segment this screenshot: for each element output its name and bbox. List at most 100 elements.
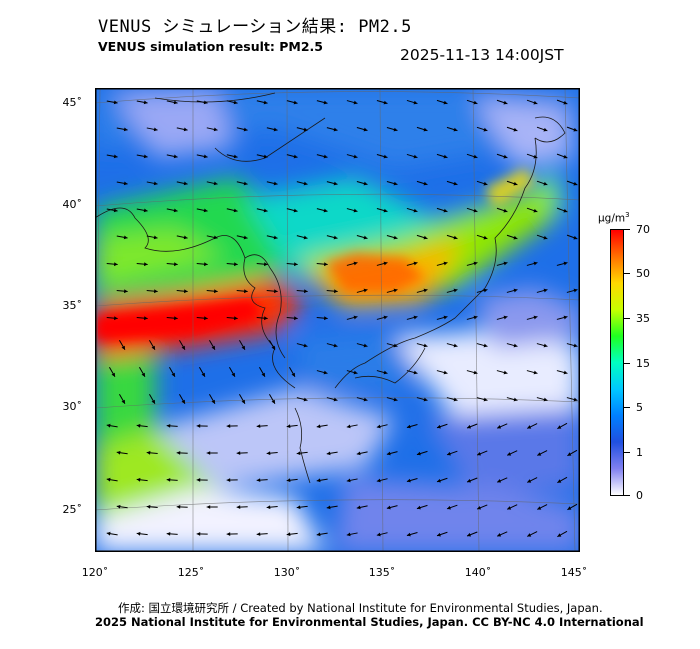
wind-arrow: [209, 393, 216, 405]
wind-arrow: [496, 261, 508, 266]
wind-arrow: [527, 477, 538, 483]
colorbar-unit-exponent: 3: [625, 211, 630, 219]
wind-arrow: [446, 504, 458, 510]
wind-arrow: [406, 370, 418, 375]
colorbar-tick-15: 15: [636, 357, 650, 370]
credit-line: 作成: 国立環境研究所 / Created by National Instit…: [118, 601, 603, 615]
wind-arrow: [506, 397, 518, 402]
wind-arrow: [406, 99, 418, 105]
wind-arrow: [376, 424, 388, 429]
wind-arrow: [526, 99, 538, 105]
wind-arrow: [416, 180, 428, 186]
wind-arrow: [386, 505, 398, 510]
wind-arrow: [446, 126, 458, 132]
wind-arrow: [406, 423, 418, 429]
wind-arrow: [506, 180, 518, 186]
wind-arrow: [296, 505, 308, 510]
wind-arrow: [229, 366, 236, 378]
wind-arrow: [296, 127, 308, 132]
colorbar-unit: μg/m3: [598, 211, 630, 225]
wind-arrow: [326, 235, 338, 240]
wind-arrow: [106, 262, 118, 267]
lon-label-140: 140˚: [464, 566, 492, 579]
wind-arrow: [376, 478, 388, 483]
colorbar-tick-mark: [624, 318, 630, 319]
wind-arrow: [116, 181, 128, 186]
wind-arrow: [466, 153, 478, 159]
wind-arrow: [226, 100, 238, 105]
wind-arrow: [196, 208, 208, 213]
wind-arrow: [346, 154, 358, 159]
wind-arrow: [289, 366, 296, 378]
wind-arrow: [406, 261, 418, 266]
wind-arrow: [356, 235, 368, 240]
wind-arrow: [256, 424, 268, 429]
map-title-japanese: VENUS シミュレーション結果: PM2.5: [98, 17, 412, 37]
wind-arrow: [496, 531, 508, 537]
wind-arrow: [466, 315, 478, 320]
wind-arrow: [266, 181, 278, 186]
wind-arrow: [286, 478, 298, 483]
wind-arrow: [206, 235, 218, 240]
wind-arrow: [206, 289, 218, 294]
wind-arrow: [386, 234, 398, 240]
wind-arrow: [256, 154, 268, 159]
wind-arrow: [446, 234, 458, 240]
wind-arrow: [416, 126, 428, 132]
colorbar-tick-50: 50: [636, 267, 650, 280]
wind-arrow: [166, 208, 178, 213]
wind-arrow: [356, 397, 368, 402]
wind-arrow: [286, 154, 298, 159]
wind-arrow: [146, 181, 158, 186]
wind-arrow: [296, 289, 308, 294]
wind-arrow: [146, 235, 158, 240]
wind-arrow: [376, 154, 388, 159]
wind-arrow: [116, 504, 128, 509]
wind-arrow: [286, 424, 298, 429]
wind-arrow: [446, 450, 458, 456]
wind-arrow: [139, 366, 146, 378]
wind-arrow: [109, 366, 116, 378]
wind-arrow: [136, 316, 148, 321]
wind-arrow: [176, 504, 188, 509]
wind-arrow: [496, 99, 508, 105]
wind-arrow: [346, 532, 358, 537]
wind-arrow: [386, 126, 398, 132]
wind-arrow: [236, 235, 248, 240]
wind-arrow: [386, 180, 398, 186]
wind-arrow: [496, 370, 508, 375]
wind-arrow: [269, 339, 276, 351]
wind-arrow: [506, 343, 518, 348]
wind-arrow: [256, 532, 268, 537]
wind-arrow: [436, 153, 448, 159]
wind-arrow: [266, 127, 278, 132]
wind-arrow: [557, 476, 568, 484]
wind-arrow: [436, 207, 448, 213]
wind-arrow: [566, 126, 578, 132]
wind-arrow: [316, 532, 328, 537]
wind-arrow: [476, 450, 488, 456]
wind-arrow: [416, 288, 428, 293]
wind-arrow: [136, 531, 148, 536]
wind-arrow: [526, 153, 538, 159]
wind-arrow: [406, 477, 418, 483]
wind-arrow: [346, 478, 358, 483]
wind-arrow: [296, 451, 308, 456]
wind-arrow: [146, 504, 158, 509]
wind-arrow: [326, 181, 338, 186]
wind-arrow: [496, 315, 508, 320]
wind-arrow: [136, 477, 148, 482]
wind-arrow: [446, 180, 458, 186]
wind-arrow: [236, 181, 248, 186]
wind-arrow: [206, 181, 218, 186]
wind-arrow: [436, 261, 448, 266]
wind-arrow: [296, 235, 308, 240]
wind-arrow: [376, 208, 388, 213]
wind-arrow: [326, 127, 338, 132]
colorbar-tick-mark: [624, 407, 630, 408]
wind-arrow: [266, 451, 278, 456]
wind-arrow: [226, 532, 238, 536]
wind-arrow: [436, 99, 448, 105]
wind-arrow: [226, 208, 238, 213]
wind-arrow: [476, 234, 488, 240]
